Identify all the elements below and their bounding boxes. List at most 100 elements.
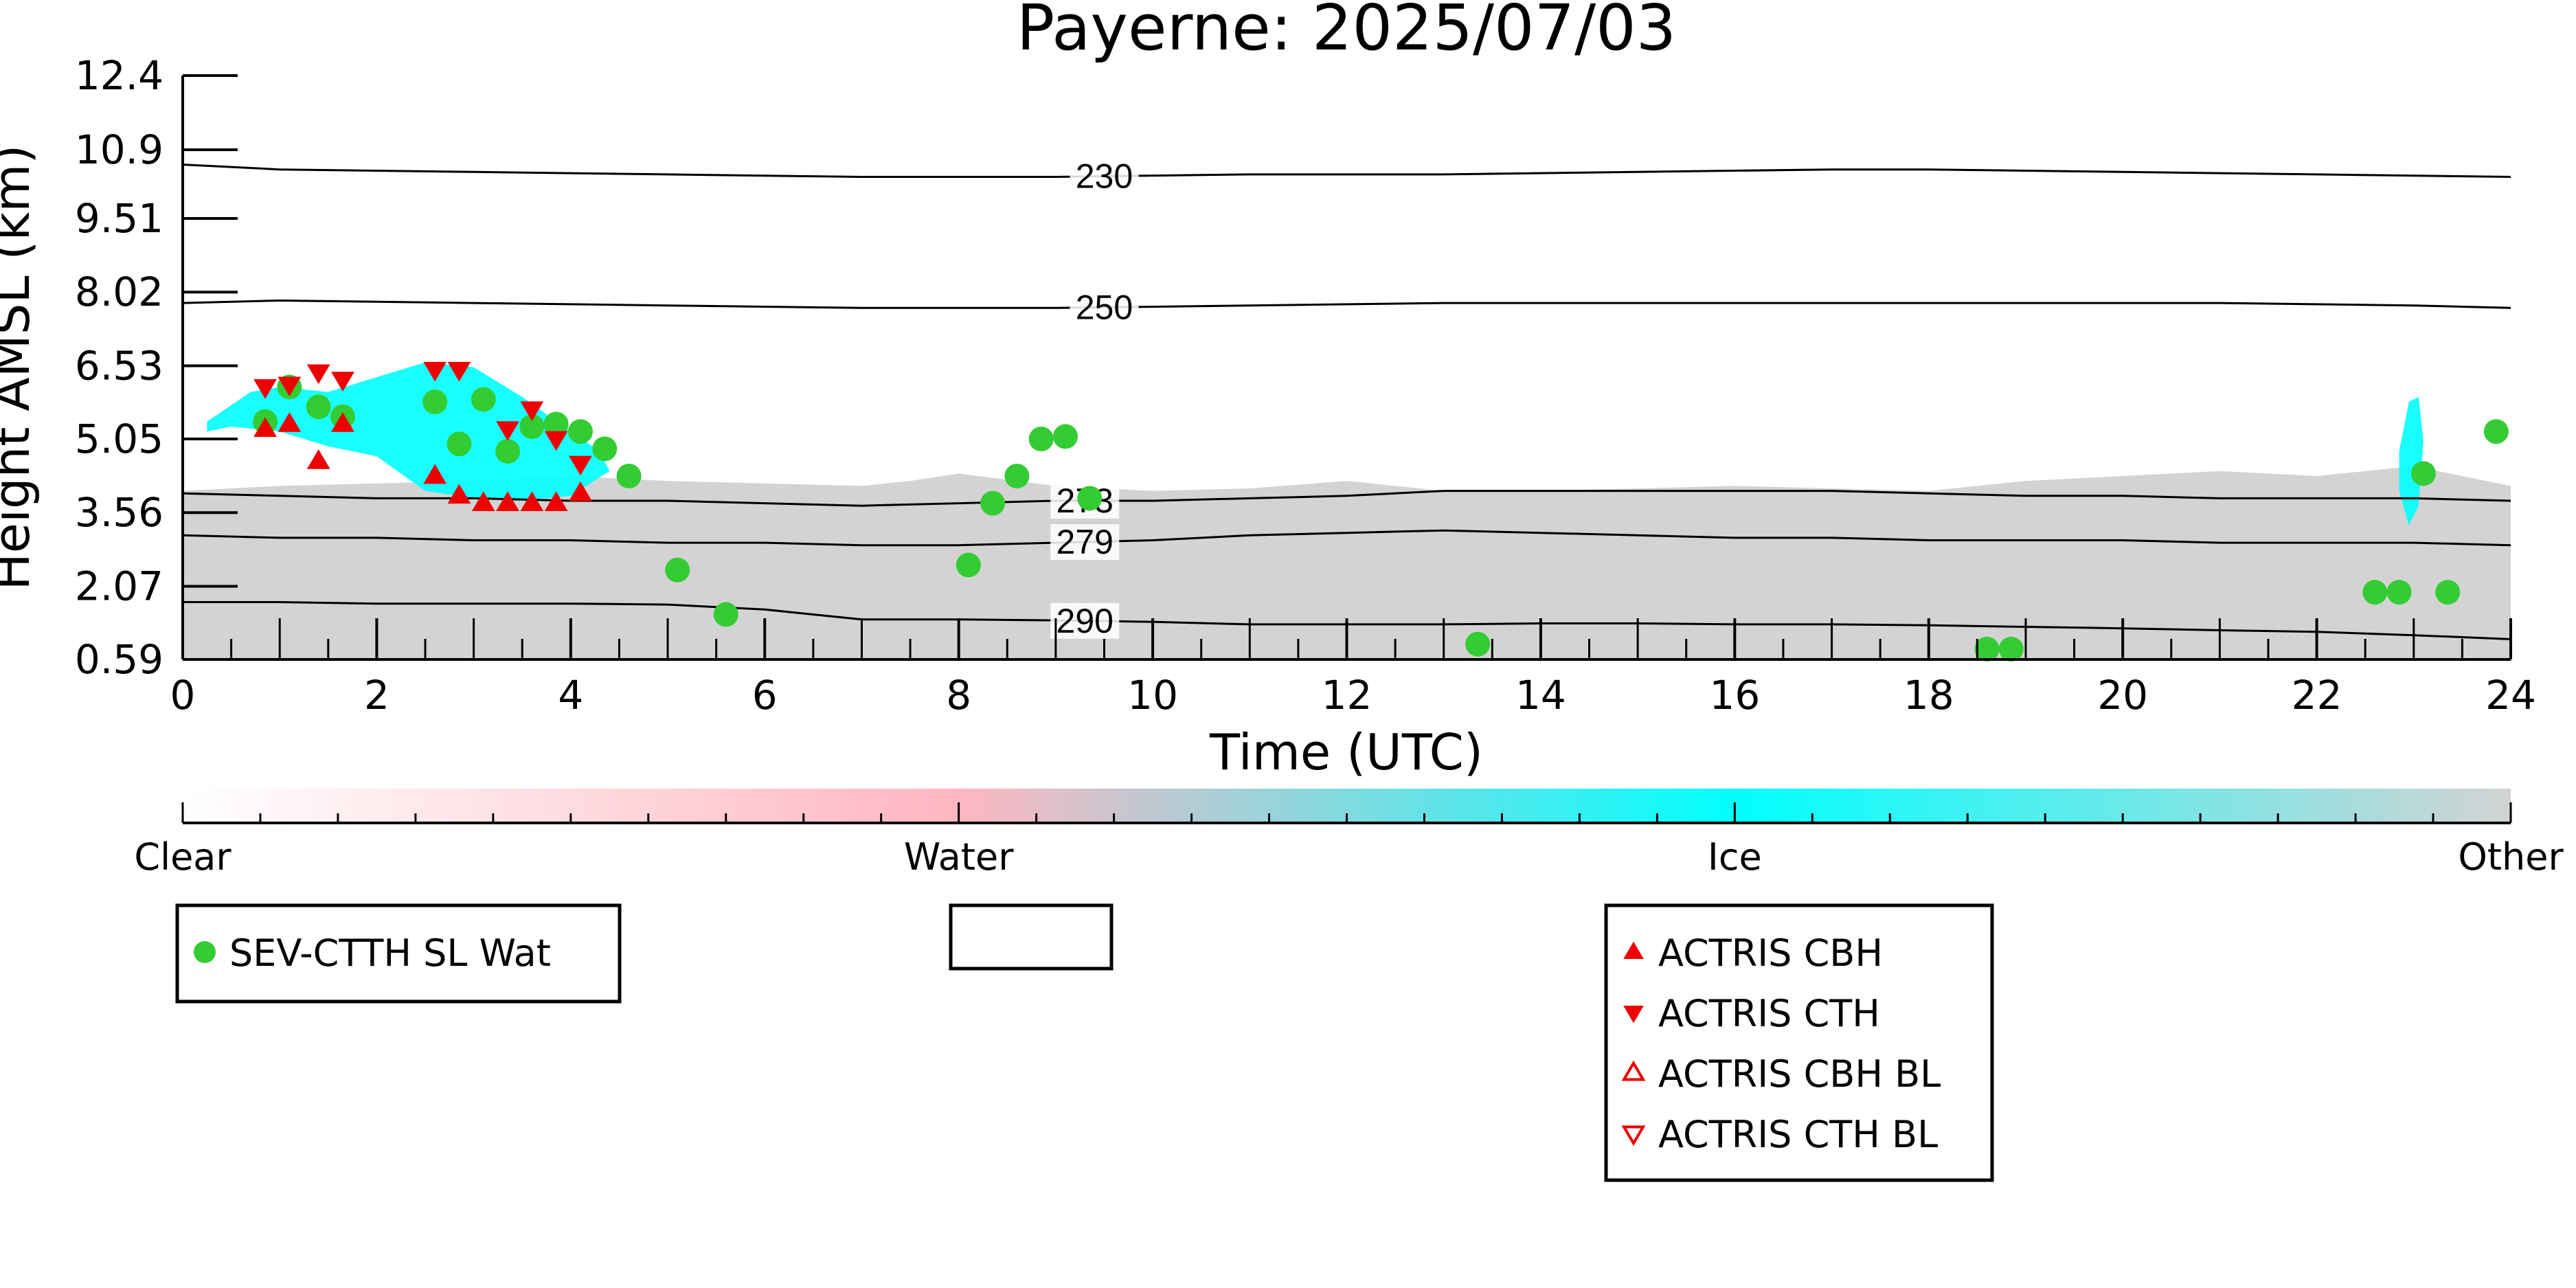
sev-ctth-sl-wat-point-5 <box>447 431 472 457</box>
sev-ctth-sl-wat-point-13 <box>665 557 690 583</box>
contour-label-bg-230 <box>1070 158 1139 194</box>
actris-cbh-point-2 <box>306 449 330 469</box>
x-tick-label-0: 0 <box>170 672 196 719</box>
legend-box-0 <box>175 903 622 1004</box>
y-axis-title: Height AMSL (km) <box>0 145 41 591</box>
contour-250 <box>182 299 2511 309</box>
y-tick-label-4: 6.53 <box>75 342 163 389</box>
x-tick-label-5: 10 <box>1127 672 1178 719</box>
sev-ctth-sl-wat-point-7 <box>495 438 521 464</box>
x-tick-label-12: 24 <box>2485 672 2536 719</box>
actris-cth-point-0 <box>253 379 277 399</box>
sev-ctth-sl-wat-point-6 <box>471 387 496 412</box>
colorbar-label-clear: Clear <box>134 835 231 879</box>
contour-label-290: 290 <box>1057 602 1114 640</box>
actris-cth-point-3 <box>331 372 354 392</box>
sev-ctth-sl-wat-point-17 <box>1004 463 1030 488</box>
sev-ctth-sl-wat-point-16 <box>980 490 1006 516</box>
x-axis-title: Time (UTC) <box>1209 723 1483 781</box>
actris-cth-point-5 <box>447 361 471 382</box>
y-tick-label-5: 8.02 <box>75 269 163 315</box>
cloud-region-ice-1 <box>207 362 610 501</box>
contour-label-bg-290 <box>1050 602 1120 639</box>
actris-cbh-point-9 <box>544 491 568 511</box>
contour-label-279: 279 <box>1057 523 1114 561</box>
sev-ctth-sl-wat-point-24 <box>2362 580 2388 605</box>
plot-area <box>183 362 2511 659</box>
actris-cbh-point-8 <box>520 491 544 511</box>
actris-cbh-point-0 <box>253 417 277 437</box>
y-tick-label-7: 10.9 <box>75 126 163 173</box>
actris-cth-point-2 <box>306 364 330 385</box>
actris-cbh-point-6 <box>471 491 495 511</box>
colorbar-label-ice: Ice <box>1708 835 1762 879</box>
contour-230 <box>182 163 2511 178</box>
x-tick-label-8: 16 <box>1709 672 1760 719</box>
actris-cth-point-8 <box>544 431 568 451</box>
contour-label-230: 230 <box>1076 157 1133 196</box>
sev-ctth-sl-wat-point-15 <box>956 552 981 578</box>
contour-279 <box>182 529 2511 547</box>
actris-cth-point-4 <box>423 361 447 382</box>
y-tick-label-6: 9.51 <box>75 195 163 242</box>
sev-ctth-sl-wat-point-25 <box>2386 580 2412 605</box>
sev-ctth-sl-wat-point-26 <box>2410 461 2436 486</box>
colorbar-label-water: Water <box>904 835 1014 879</box>
actris-cth-point-7 <box>520 401 544 422</box>
actris-cbh-point-5 <box>447 484 471 504</box>
actris-cbh-point-1 <box>278 412 302 432</box>
sev-ctth-sl-wat-point-21 <box>1465 631 1491 657</box>
x-tick-label-1: 2 <box>364 672 389 719</box>
sev-ctth-sl-wat-point-14 <box>713 602 738 627</box>
cloud-region-other-0 <box>183 466 2511 659</box>
x-tick-label-10: 20 <box>2097 672 2148 719</box>
sev-ctth-sl-wat-point-11 <box>592 436 618 462</box>
x-tick-label-7: 14 <box>1515 672 1566 719</box>
actris-cbh-point-4 <box>423 464 447 484</box>
legend-label-actris-cbh-bl: ACTRIS CBH BL <box>1658 1052 1941 1096</box>
contour-label-250: 250 <box>1076 288 1133 326</box>
sev-ctth-sl-wat-point-18 <box>1028 427 1054 452</box>
legend-marker-actris-cbh <box>1623 941 1644 960</box>
colorbar: Clear Water Ice Other <box>134 789 2564 879</box>
legend-box-2 <box>1604 903 1994 1182</box>
sev-ctth-sl-wat-point-22 <box>1974 636 2000 662</box>
sev-ctth-sl-wat-point-20 <box>1077 486 1103 511</box>
sev-ctth-sl-wat-point-2 <box>306 394 331 420</box>
legend-marker-actris-cbh-bl <box>1621 1060 1646 1081</box>
x-tick-label-11: 22 <box>2292 672 2342 719</box>
actris-cbh-point-10 <box>569 481 592 501</box>
cloud-region-ice-2 <box>2399 396 2424 526</box>
sev-ctth-sl-wat-point-4 <box>422 389 448 415</box>
legends: SEV-CTTH SL Wat ACTRIS CBH ACTRIS CTH ACTRI… <box>175 903 1994 1182</box>
legend-label-actris-cth-bl: ACTRIS CTH BL <box>1658 1113 1938 1156</box>
sev-ctth-sl-wat-point-8 <box>519 414 545 440</box>
actris-cbh-point-7 <box>496 491 519 511</box>
y-tick-label-3: 5.05 <box>75 416 163 462</box>
contour-lines: 230250273279290 <box>182 157 2511 640</box>
x-tick-label-4: 8 <box>946 672 971 719</box>
legend-label-actris-cth: ACTRIS CTH <box>1658 992 1880 1035</box>
chart-title: Payerne: 2025/07/03 <box>1017 0 1676 65</box>
y-tick-label-8: 12.4 <box>75 52 163 99</box>
x-tick-label-2: 4 <box>558 672 583 719</box>
actris-cbh-point-3 <box>331 412 354 432</box>
contour-label-bg-250 <box>1070 289 1139 326</box>
y-tick-label-1: 2.07 <box>75 563 163 609</box>
actris-cth-point-1 <box>278 376 302 397</box>
actris-cth-point-9 <box>569 455 592 476</box>
legend-marker-actris-cth <box>1623 1005 1644 1024</box>
x-tick-label-9: 18 <box>1903 672 1954 719</box>
sev-ctth-sl-wat-point-28 <box>2483 419 2509 444</box>
x-tick-label-6: 12 <box>1322 672 1372 719</box>
legend-label-actris-cbh: ACTRIS CBH <box>1658 931 1883 975</box>
data-markers <box>253 361 2509 662</box>
y-tick-label-2: 3.56 <box>75 489 163 536</box>
y-tick-label-0: 0.59 <box>75 636 163 683</box>
legend-label-sev-ctth-sl-wat: SEV-CTTH SL Wat <box>229 931 551 975</box>
sev-ctth-sl-wat-point-12 <box>616 463 642 488</box>
sev-ctth-sl-wat-point-27 <box>2435 580 2461 605</box>
contour-label-bg-279 <box>1050 524 1120 561</box>
